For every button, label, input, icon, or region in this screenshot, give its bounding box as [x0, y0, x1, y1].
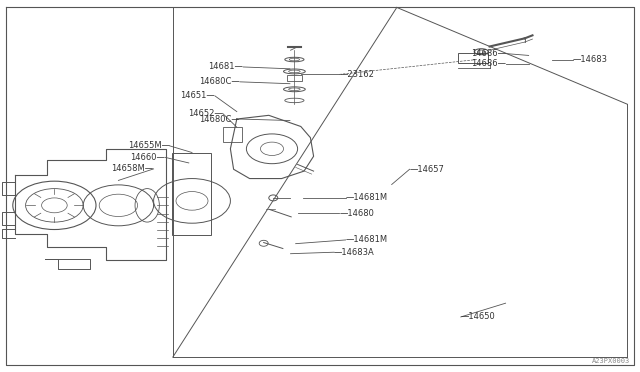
Text: —14680: —14680 [339, 209, 374, 218]
Text: —23162: —23162 [339, 70, 374, 79]
Text: 14686—: 14686— [470, 49, 506, 58]
Text: —14683A: —14683A [334, 248, 375, 257]
Text: —14657: —14657 [410, 165, 444, 174]
Text: 14680C—: 14680C— [199, 77, 240, 86]
Text: —14650: —14650 [461, 312, 495, 321]
Text: 14652—: 14652— [188, 109, 223, 118]
Text: —14683: —14683 [573, 55, 608, 64]
Text: 14681—: 14681— [209, 62, 243, 71]
Text: —14681M: —14681M [346, 235, 388, 244]
Text: 14686—: 14686— [470, 60, 506, 68]
Bar [223, 127, 242, 142]
Bar [287, 75, 302, 81]
Text: —14681M: —14681M [346, 193, 388, 202]
Bar [458, 53, 488, 63]
Text: A23PX0003: A23PX0003 [592, 358, 630, 364]
Bar [172, 153, 211, 235]
Text: 14651—: 14651— [180, 92, 215, 100]
Text: 14680C—: 14680C— [199, 115, 240, 124]
Text: 14660—: 14660— [131, 153, 165, 162]
Text: 14655M—: 14655M— [127, 141, 170, 150]
Text: 14658M—: 14658M— [111, 164, 154, 173]
